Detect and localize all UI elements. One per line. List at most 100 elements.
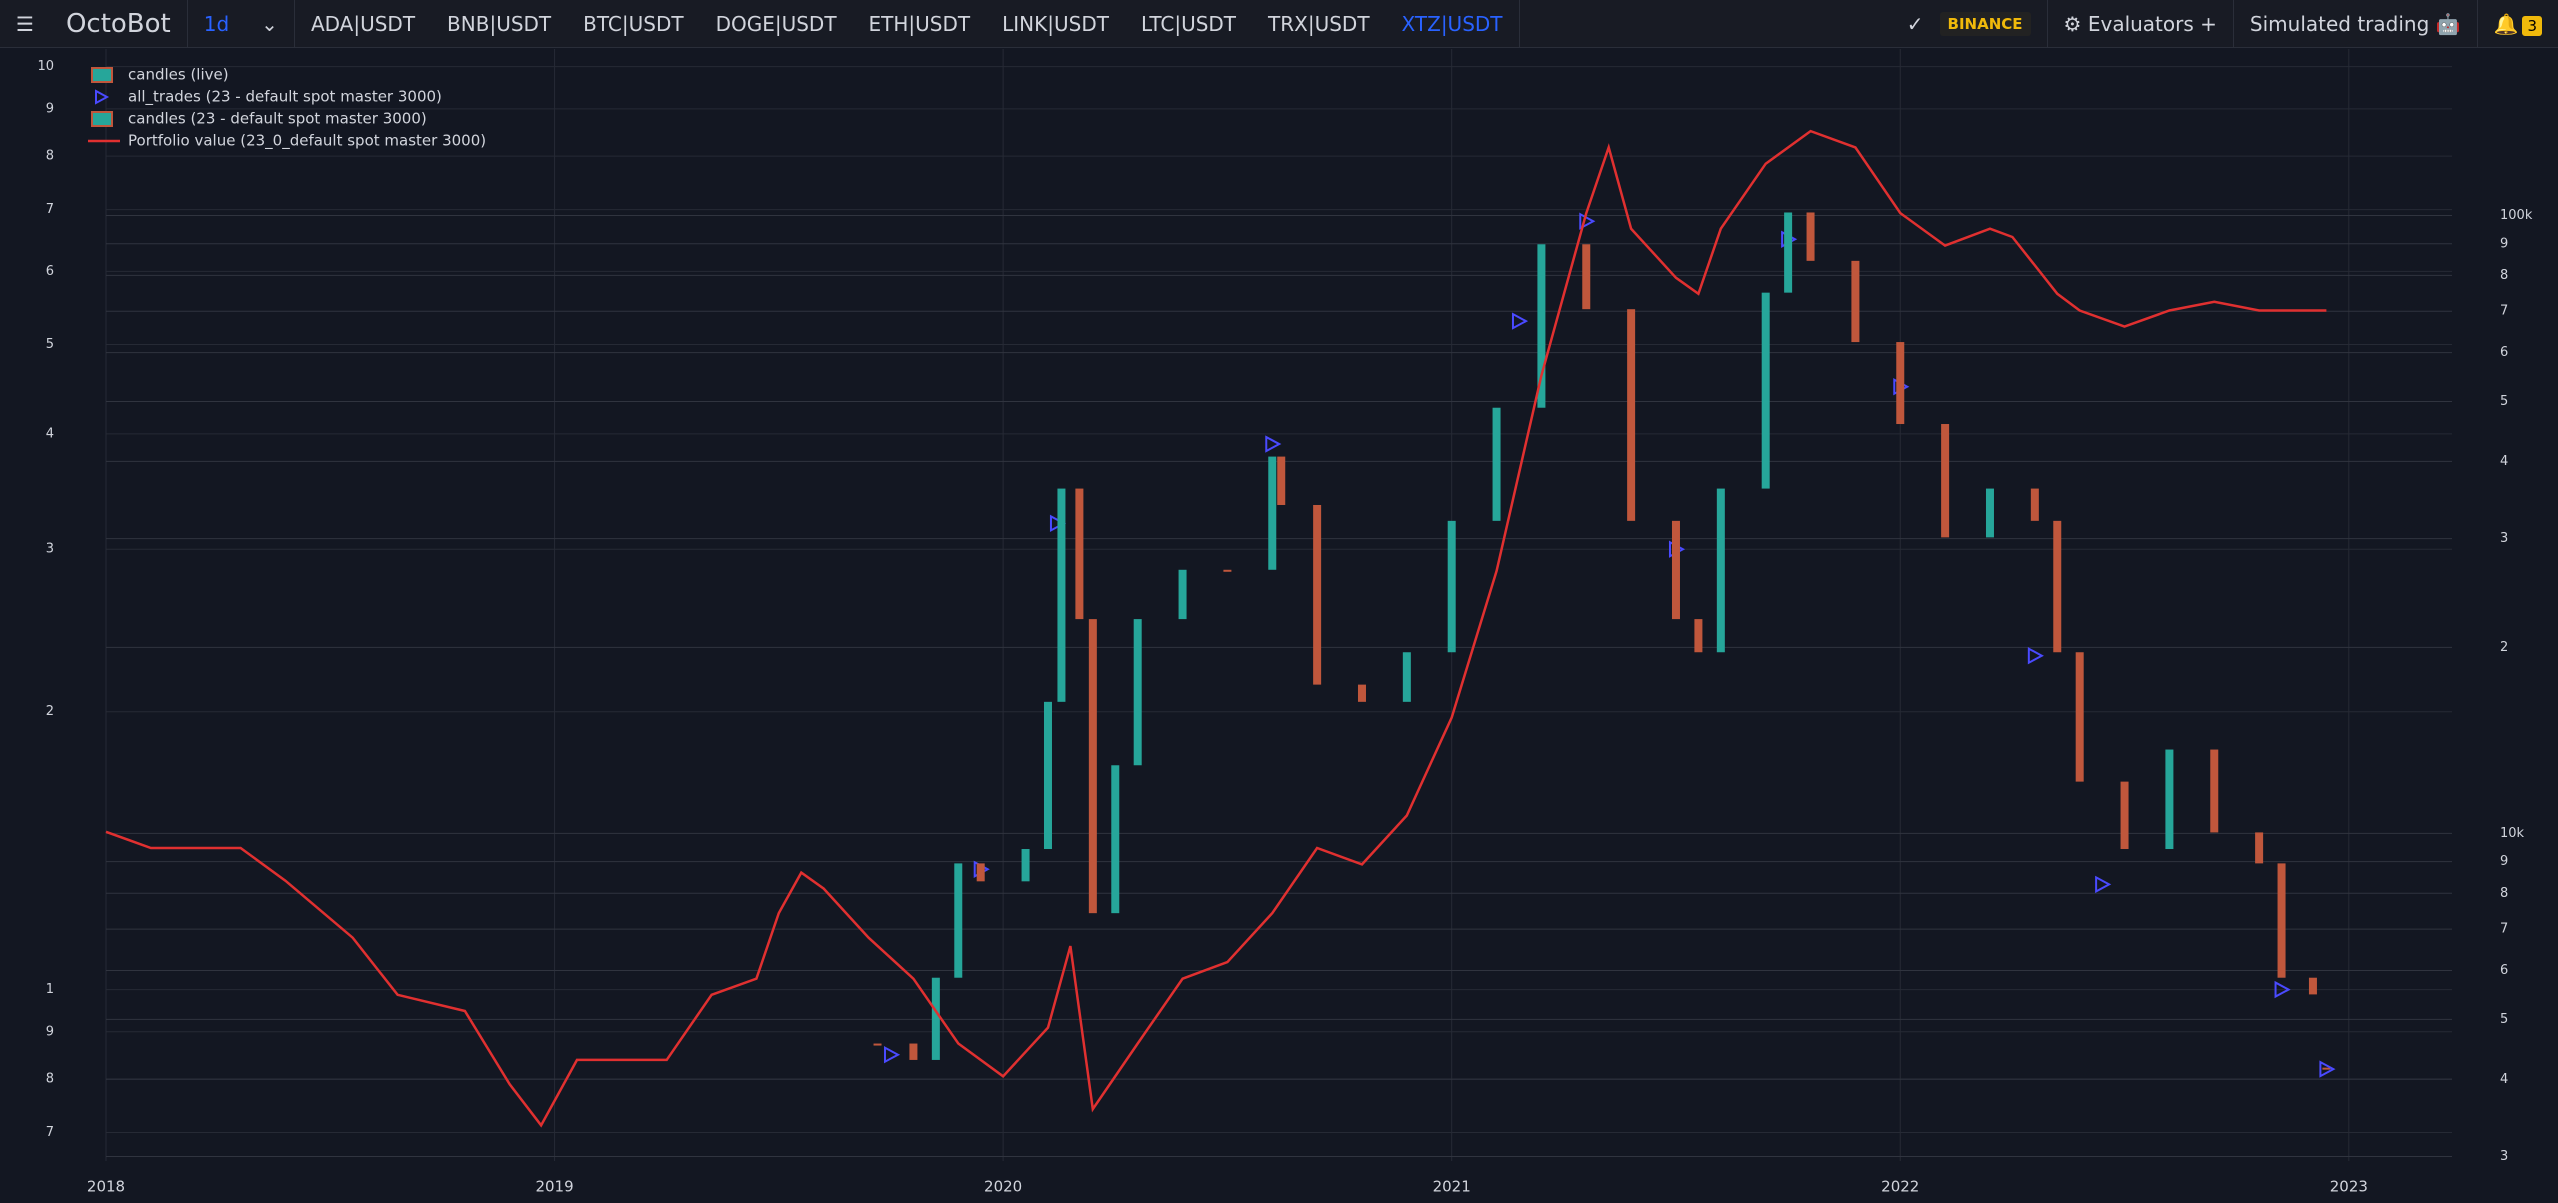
trade-marker xyxy=(2319,1060,2336,1078)
candle xyxy=(1627,309,1636,521)
y-tick-label: 8 xyxy=(46,1072,54,1087)
pair-tab[interactable]: BNB|USDT xyxy=(447,11,552,36)
y2-tick-label: 4 xyxy=(2500,454,2508,469)
y2-tick-label: 100k xyxy=(2500,208,2533,223)
candle xyxy=(873,1043,882,1046)
y2-tick-label: 7 xyxy=(2500,922,2508,937)
x-tick-label: 2020 xyxy=(984,1178,1022,1196)
candle xyxy=(1223,569,1232,572)
notification-count: 3 xyxy=(2522,15,2542,36)
legend-entry: candles (23 - default spot master 3000) xyxy=(91,110,427,128)
legend-label: Portfolio value (23_0_default spot maste… xyxy=(128,132,486,151)
candle xyxy=(1043,701,1052,850)
exchange[interactable]: BINANCE xyxy=(1939,11,2031,36)
y-tick-label: 1 xyxy=(46,982,54,997)
pair-tab[interactable]: ETH|USDT xyxy=(868,11,971,36)
candle xyxy=(2308,977,2317,995)
chart: 2018 2019 2020 2021 2022 2023 7 8 9 1 2 3 4 5 6 7 8 9 10 3 4… xyxy=(37,49,2533,1196)
candle xyxy=(2030,488,2039,521)
legend-icon xyxy=(95,89,110,105)
timeframe-dropdown[interactable]: ⌄ xyxy=(261,11,278,36)
y2-tick-label: 8 xyxy=(2500,886,2508,901)
pair-tab[interactable]: ADA|USDT xyxy=(310,11,416,36)
y-tick-label: 9 xyxy=(46,101,54,116)
candle xyxy=(931,977,940,1060)
separator xyxy=(2476,0,2478,47)
candle xyxy=(1075,488,1084,620)
y2-tick-label: 9 xyxy=(2500,236,2508,251)
candle xyxy=(976,863,985,882)
navbar: ☰ OctoBot 1d ⌄ ADA|USDT BNB|USDT BTC|USDT D… xyxy=(0,0,2558,48)
x-tick-label: 2023 xyxy=(2330,1178,2368,1196)
notifications[interactable]: 🔔 3 xyxy=(2478,12,2558,36)
candle xyxy=(2075,652,2084,782)
candle xyxy=(1806,212,1815,261)
y2-tick-label: 3 xyxy=(2500,1149,2508,1164)
candle xyxy=(1313,504,1322,685)
y2-tick-label: 9 xyxy=(2500,854,2508,869)
candle xyxy=(1057,488,1066,702)
y2-tick-label: 5 xyxy=(2500,394,2508,409)
pair-tab[interactable]: LTC|USDT xyxy=(1140,11,1237,36)
legend-icon xyxy=(91,67,113,83)
x-tick-label: 2021 xyxy=(1433,1178,1471,1196)
y-tick-label: 7 xyxy=(46,202,54,217)
candle xyxy=(1277,456,1286,505)
timeframe[interactable]: 1d xyxy=(203,11,230,36)
trade-marker xyxy=(1579,212,1596,230)
trade-marker xyxy=(1265,435,1282,453)
pair-tab[interactable]: LINK|USDT xyxy=(1002,11,1109,36)
candle xyxy=(1941,424,1950,538)
candle xyxy=(2120,781,2129,850)
candle xyxy=(1694,619,1703,653)
y-tick-label: 3 xyxy=(46,542,54,557)
x-tick-label: 2018 xyxy=(87,1178,125,1196)
pair-tab[interactable]: TRX|USDT xyxy=(1268,11,1370,36)
y2-tick-label: 3 xyxy=(2500,531,2508,546)
y2-tick-label: 6 xyxy=(2500,963,2508,978)
menu-button[interactable]: ☰ xyxy=(16,11,34,36)
candle xyxy=(1851,260,1860,343)
pair-tab[interactable]: DOGE|USDT xyxy=(715,11,837,36)
y2-tick-label: 10k xyxy=(2500,826,2525,841)
y2-tick-label: 6 xyxy=(2500,345,2508,360)
separator xyxy=(293,0,295,47)
pair-tab[interactable]: XTZ|USDT xyxy=(1401,11,1503,36)
candle xyxy=(1716,488,1725,653)
candle xyxy=(1896,342,1905,425)
candle xyxy=(1537,244,1546,408)
candle xyxy=(1178,569,1187,620)
candle xyxy=(1447,520,1456,653)
legend-icon xyxy=(91,111,113,127)
y2-tick-label: 5 xyxy=(2500,1012,2508,1027)
candle xyxy=(1784,212,1793,293)
y-tick-label: 4 xyxy=(46,426,54,441)
trading-mode[interactable]: Simulated trading 🤖 xyxy=(2249,11,2461,36)
y-tick-label: 8 xyxy=(46,149,54,164)
evaluators[interactable]: ⚙ Evaluators + xyxy=(2063,11,2217,36)
candle xyxy=(1402,652,1411,702)
candle xyxy=(2255,832,2264,864)
candle xyxy=(1088,619,1097,914)
pair-list: ADA|USDT BNB|USDT BTC|USDT DOGE|USDT ETH|USD… xyxy=(295,12,1519,36)
candle xyxy=(2165,749,2174,850)
legend-label: candles (live) xyxy=(128,66,229,84)
candle xyxy=(1111,765,1120,914)
trade-marker xyxy=(883,1046,901,1064)
trade-marker xyxy=(2274,980,2291,999)
trade-marker xyxy=(2027,647,2044,665)
pair-tab[interactable]: BTC|USDT xyxy=(583,11,684,36)
candle xyxy=(1268,456,1277,570)
legend-entry: all_trades (23 - default spot master 300… xyxy=(95,88,442,107)
x-tick-label: 2019 xyxy=(535,1178,573,1196)
separator xyxy=(2232,0,2234,47)
y2-tick-label: 7 xyxy=(2500,304,2508,319)
candle xyxy=(2053,520,2062,653)
y-tick-label: 10 xyxy=(37,59,54,74)
brand[interactable]: OctoBot xyxy=(65,8,171,39)
nav-right: ✓ BINANCE ⚙ Evaluators + Simulated tradi… xyxy=(1891,0,2558,47)
separator xyxy=(1518,0,1520,47)
candle xyxy=(1761,292,1770,489)
y2-tick-label: 2 xyxy=(2500,640,2508,655)
